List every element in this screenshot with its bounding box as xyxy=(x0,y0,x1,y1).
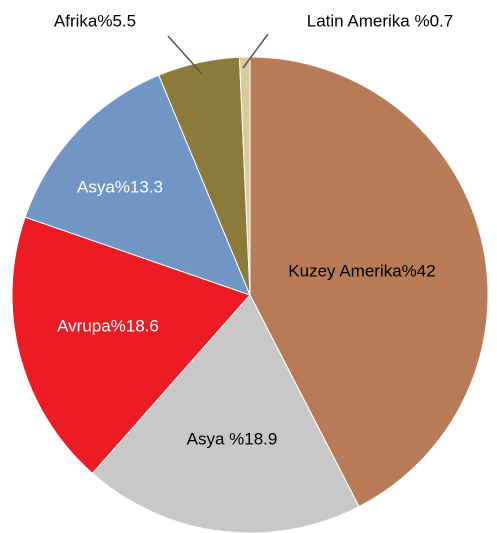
slice-label: Latin Amerika %0.7 xyxy=(307,11,453,30)
slice-label: Kuzey Amerika%42 xyxy=(288,261,435,280)
pie-slice xyxy=(11,216,251,475)
pie-slice xyxy=(91,294,360,533)
slice-label: Asya %18.9 xyxy=(187,429,278,448)
leader-line xyxy=(167,35,203,75)
slice-label: Asya%13.3 xyxy=(77,177,163,196)
pie-slice xyxy=(238,56,251,296)
pie-slice xyxy=(24,74,251,296)
leader-line xyxy=(242,33,269,69)
slice-label: Afrika%5.5 xyxy=(54,11,136,30)
pie-slice xyxy=(249,56,489,508)
slice-label: Avrupa%18.6 xyxy=(57,316,159,335)
